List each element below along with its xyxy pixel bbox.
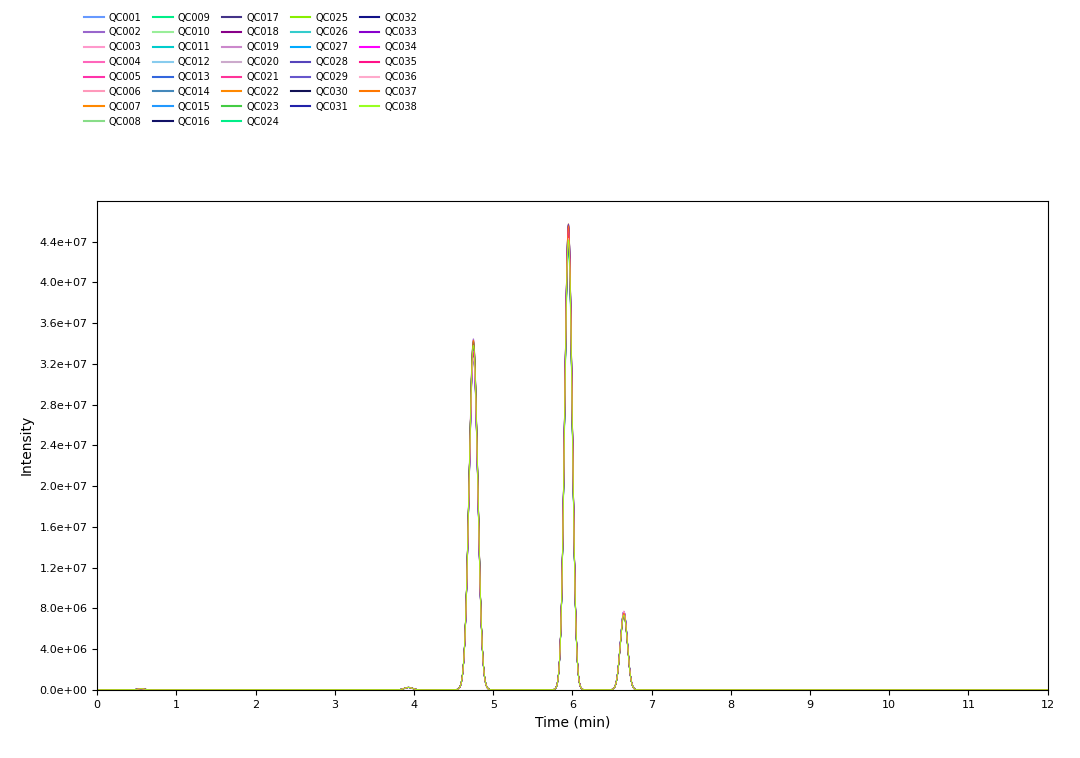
X-axis label: Time (min): Time (min): [535, 715, 610, 729]
Y-axis label: Intensity: Intensity: [19, 415, 33, 475]
Legend: QC001, QC002, QC003, QC004, QC005, QC006, QC007, QC008, QC009, QC010, QC011, QC0: QC001, QC002, QC003, QC004, QC005, QC006…: [81, 8, 421, 130]
